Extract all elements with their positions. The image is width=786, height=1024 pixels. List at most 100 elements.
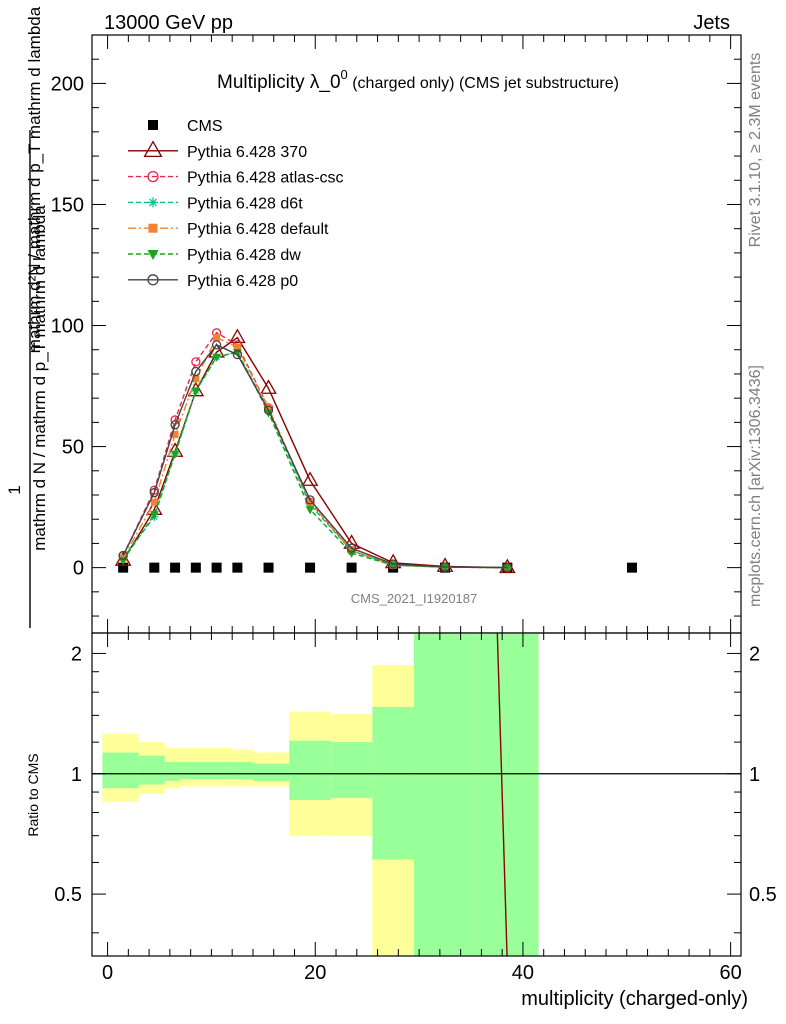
data-point	[232, 349, 243, 360]
legend-item: Pythia 6.428 p0	[128, 273, 298, 290]
legend-label: CMS	[187, 118, 223, 135]
data-point	[440, 563, 450, 572]
data-point	[147, 250, 159, 260]
data-point	[171, 430, 179, 438]
data-point	[118, 562, 129, 573]
stat-band	[232, 762, 253, 780]
ratio-bands	[92, 633, 741, 956]
x-axis-label: multiplicity (charged-only)	[521, 988, 748, 1010]
stat-band	[413, 633, 477, 956]
data-point	[265, 404, 273, 412]
header-process-label: Jets	[693, 12, 730, 34]
legend-label: Pythia 6.428 p0	[187, 273, 298, 290]
series-cms	[118, 562, 637, 573]
data-point	[192, 375, 200, 383]
mcplots-label: mcplots.cern.ch [arXiv:1306.3436]	[747, 365, 764, 607]
y-tick-label: 150	[51, 194, 84, 216]
data-point	[150, 498, 158, 506]
data-point	[229, 328, 246, 344]
ratio-tick-label-right: 1	[749, 764, 760, 786]
data-point	[388, 559, 398, 569]
data-point	[440, 562, 450, 572]
data-point	[211, 562, 222, 573]
data-point	[502, 564, 512, 573]
ylabel-denominator: mathrm d N / mathrm d p_T mathrm d lambd…	[30, 205, 49, 551]
stat-band	[180, 762, 233, 780]
data-point	[143, 140, 163, 158]
legend-label: Pythia 6.428 d6t	[187, 195, 303, 212]
data-point	[149, 511, 159, 520]
main-chart-title: Multiplicity λ_00 (charged only) (CMS je…	[217, 67, 619, 93]
stat-band	[476, 633, 539, 956]
legend-item: CMS	[148, 118, 223, 135]
stat-band	[102, 752, 139, 789]
ratio-axis-ticks: 0.5 0.5 1 1 2 2	[54, 633, 777, 956]
legend-item: Pythia 6.428 default	[128, 221, 329, 238]
data-point	[502, 562, 513, 573]
ratio-line-370	[496, 633, 508, 956]
data-point	[301, 471, 319, 486]
x-tick-label: 40	[512, 962, 534, 984]
series-pythia-6-428-dw	[118, 348, 512, 573]
main-y-axis-label: 1 mathrm d N / mathrm d p_T mathrm d lam…	[5, 6, 49, 628]
data-point	[191, 366, 201, 377]
data-point	[306, 498, 314, 506]
ratio-tick-label: 2	[71, 643, 82, 665]
data-point	[190, 562, 201, 573]
main-panel: 0 50 100 150 200 Multiplicity λ_00 (charged …	[51, 34, 742, 634]
data-point	[264, 409, 273, 418]
series-line	[122, 336, 508, 569]
legend: CMS Pythia 6.428 370 Pythia 6.428 atlas-cs…	[128, 118, 344, 290]
ratio-tick-label: 0.5	[54, 884, 82, 906]
ratio-tick-label: 1	[71, 764, 82, 786]
data-point	[346, 562, 357, 573]
data-point	[263, 562, 274, 573]
legend-label: Pythia 6.428 dw	[187, 247, 301, 264]
ratio-tick-label-right: 2	[749, 643, 760, 665]
series-line	[122, 351, 508, 569]
legend-label: Pythia 6.428 370	[187, 144, 307, 161]
data-point	[211, 340, 222, 350]
data-point	[149, 487, 159, 498]
series-line	[122, 331, 508, 569]
data-point	[170, 450, 180, 459]
legend-label: Pythia 6.428 atlas-csc	[187, 170, 344, 187]
legend-item: Pythia 6.428 d6t	[128, 195, 303, 212]
main-axis-ticks: 0 50 100 150 200	[51, 35, 741, 633]
stat-band	[252, 763, 290, 781]
data-point	[626, 562, 637, 573]
stat-band	[289, 740, 331, 800]
stat-band	[372, 706, 414, 860]
legend-item: Pythia 6.428 dw	[128, 247, 301, 264]
data-point	[191, 357, 201, 367]
data-point	[232, 562, 243, 573]
data-point	[147, 274, 159, 286]
data-point	[212, 353, 222, 362]
data-point	[346, 543, 357, 553]
stat-band	[138, 755, 165, 785]
stat-band	[330, 742, 373, 798]
x-tick-label: 20	[304, 962, 326, 984]
data-point	[191, 387, 201, 396]
data-point	[170, 420, 180, 430]
legend-label: Pythia 6.428 default	[187, 221, 329, 238]
data-point	[149, 562, 160, 573]
series-line	[122, 351, 508, 569]
data-point	[148, 120, 158, 130]
ratio-panel: 0.5 0.5 1 1 2 2 Ratio to CMS	[25, 632, 777, 957]
y-tick-label: 0	[73, 558, 84, 580]
x-tick-label: 60	[719, 962, 741, 984]
legend-item: Pythia 6.428 atlas-csc	[128, 170, 344, 187]
data-point	[233, 343, 241, 351]
stat-band	[164, 762, 181, 781]
analysis-label: CMS_2021_I1920187	[351, 591, 478, 606]
ylabel-numerator: 1	[5, 485, 24, 494]
series-pythia-6-428-p0	[118, 340, 513, 573]
series-pythia-6-428-atlas-csc	[118, 328, 513, 573]
data-point	[148, 197, 158, 208]
ratio-plot-frame	[91, 632, 742, 957]
ratio-tick-label-right: 0.5	[749, 884, 777, 906]
data-point	[148, 223, 158, 233]
series-pythia-6-428-d6t	[119, 348, 512, 572]
